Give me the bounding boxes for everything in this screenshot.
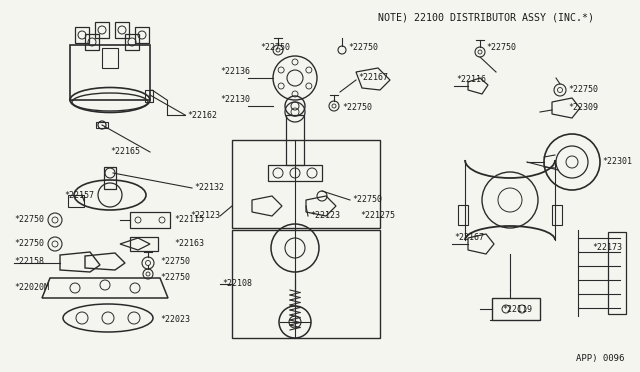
Bar xyxy=(268,165,322,181)
Text: NOTE) 22100 DISTRIBUTOR ASSY (INC.*): NOTE) 22100 DISTRIBUTOR ASSY (INC.*) xyxy=(378,13,594,23)
Text: *22116: *22116 xyxy=(456,76,486,84)
Text: *22157: *22157 xyxy=(64,192,94,201)
Text: *22020M: *22020M xyxy=(14,283,49,292)
Bar xyxy=(96,122,108,128)
Text: *22750: *22750 xyxy=(348,44,378,52)
Text: *22750: *22750 xyxy=(342,103,372,112)
Text: *22750: *22750 xyxy=(160,257,190,266)
Text: *22750: *22750 xyxy=(14,215,44,224)
Bar xyxy=(125,34,139,50)
Bar xyxy=(115,22,129,38)
Text: *22165: *22165 xyxy=(110,148,140,157)
Text: *22309: *22309 xyxy=(568,103,598,112)
Bar xyxy=(130,237,158,251)
Text: *22136: *22136 xyxy=(220,67,250,77)
Text: *22163: *22163 xyxy=(174,240,204,248)
Text: *22119: *22119 xyxy=(502,305,532,314)
Text: APP) 0096: APP) 0096 xyxy=(576,353,625,362)
Bar xyxy=(70,45,150,100)
Text: *22158: *22158 xyxy=(14,257,44,266)
Text: *22167: *22167 xyxy=(454,234,484,243)
Bar xyxy=(68,195,84,207)
Text: *22162: *22162 xyxy=(187,110,217,119)
Text: *22301: *22301 xyxy=(602,157,632,167)
Text: *22132: *22132 xyxy=(194,183,224,192)
Text: *22750: *22750 xyxy=(568,86,598,94)
Text: *22750: *22750 xyxy=(160,273,190,282)
Text: *22750: *22750 xyxy=(352,196,382,205)
Bar xyxy=(552,205,562,225)
Bar xyxy=(102,48,118,68)
Bar xyxy=(492,298,540,320)
Text: *22130: *22130 xyxy=(220,96,250,105)
Text: *22123: *22123 xyxy=(310,212,340,221)
Bar xyxy=(135,27,149,43)
Text: *22750: *22750 xyxy=(486,44,516,52)
Bar xyxy=(75,27,89,43)
Text: *22750: *22750 xyxy=(14,240,44,248)
Text: *22123: *22123 xyxy=(190,212,220,221)
Bar xyxy=(232,140,380,228)
Bar xyxy=(286,115,304,165)
Bar xyxy=(145,90,153,102)
Text: *221275: *221275 xyxy=(360,212,395,221)
Bar xyxy=(85,34,99,50)
Text: *22023: *22023 xyxy=(160,315,190,324)
Text: *22750: *22750 xyxy=(260,44,290,52)
Text: *22108: *22108 xyxy=(222,279,252,289)
Bar xyxy=(458,205,468,225)
Text: *22115: *22115 xyxy=(174,215,204,224)
Bar xyxy=(608,232,626,314)
Bar xyxy=(104,167,116,189)
Text: *22173: *22173 xyxy=(592,244,622,253)
Bar xyxy=(130,212,170,228)
Text: *22167: *22167 xyxy=(358,74,388,83)
Bar xyxy=(232,230,380,338)
Bar xyxy=(95,22,109,38)
